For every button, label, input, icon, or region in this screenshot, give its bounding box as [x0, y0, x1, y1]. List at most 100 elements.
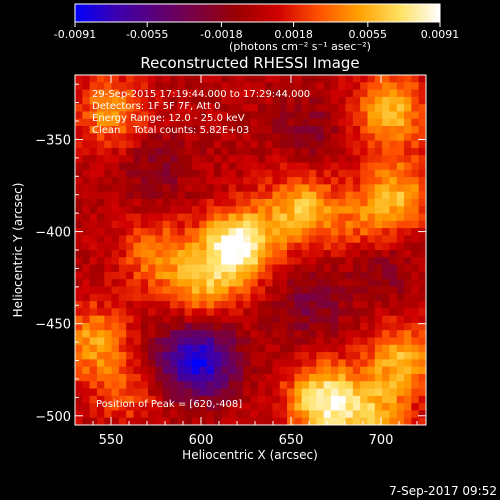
heatmap-cell [243, 82, 251, 90]
heatmap-cell [199, 206, 208, 214]
heatmap-cell [162, 213, 171, 222]
heatmap-cell [126, 388, 134, 397]
heatmap-cell [126, 352, 134, 360]
heatmap-cell [126, 242, 134, 251]
heatmap-cell [287, 322, 295, 331]
heatmap-cell [184, 177, 193, 185]
heatmap-cell [89, 403, 98, 411]
heatmap-cell [228, 417, 237, 426]
heatmap-cell [323, 96, 332, 105]
heatmap-cell [316, 286, 325, 295]
heatmap-cell [228, 184, 237, 193]
heatmap-cell [82, 82, 91, 90]
heatmap-cell [411, 250, 420, 258]
heatmap-cell [309, 271, 317, 280]
heatmap-cell [170, 75, 178, 83]
heatmap-cell [118, 75, 127, 83]
heatmap-cell [192, 198, 200, 207]
heatmap-cell [221, 417, 229, 426]
heatmap-cell [382, 242, 390, 251]
heatmap-cell [111, 279, 120, 287]
heatmap-cell [140, 126, 149, 134]
heatmap-cell [301, 373, 310, 382]
heatmap-cell [389, 257, 398, 265]
heatmap-cell [170, 133, 178, 142]
heatmap-cell [360, 184, 368, 193]
heatmap-cell [389, 286, 398, 295]
heatmap-cell [170, 118, 178, 127]
annotation-block: 29-Sep-2015 17:19:44.000 to 17:29:44.000… [92, 89, 310, 136]
heatmap-cell [82, 257, 91, 265]
heatmap-cell [192, 155, 200, 163]
heatmap-cell [404, 366, 412, 375]
heatmap-cell [389, 96, 398, 105]
heatmap [75, 75, 427, 426]
heatmap-cell [148, 344, 156, 353]
heatmap-cell [148, 250, 156, 258]
heatmap-cell [192, 177, 200, 185]
heatmap-cell [96, 301, 105, 309]
heatmap-cell [118, 395, 127, 404]
heatmap-cell [89, 242, 98, 251]
heatmap-cell [89, 271, 98, 280]
heatmap-cell [287, 366, 295, 375]
heatmap-cell [126, 118, 134, 127]
heatmap-cell [75, 308, 83, 317]
heatmap-cell [265, 359, 273, 368]
heatmap-cell [75, 359, 83, 368]
heatmap-cell [140, 220, 149, 229]
heatmap-cell [199, 359, 208, 368]
heatmap-cell [75, 140, 83, 149]
heatmap-cell [213, 410, 222, 419]
heatmap-cell [162, 315, 171, 324]
heatmap-cell [360, 235, 368, 244]
heatmap-cell [345, 104, 354, 112]
heatmap-cell [250, 213, 259, 222]
heatmap-cell [184, 293, 193, 302]
heatmap-cell [148, 96, 156, 105]
heatmap-cell [104, 344, 112, 353]
heatmap-cell [199, 89, 208, 98]
heatmap-cell [316, 75, 325, 83]
heatmap-cell [257, 352, 266, 360]
heatmap-cell [345, 257, 354, 265]
heatmap-cell [235, 250, 244, 258]
heatmap-cell [206, 279, 215, 287]
heatmap-cell [352, 75, 361, 83]
heatmap-cell [155, 403, 164, 411]
heatmap-cell [221, 388, 229, 397]
heatmap-cell [250, 271, 259, 280]
heatmap-cell [382, 264, 390, 273]
heatmap-cell [418, 395, 427, 404]
heatmap-cell [243, 286, 251, 295]
heatmap-cell [374, 381, 383, 389]
heatmap-cell [75, 169, 83, 178]
heatmap-cell [389, 126, 398, 134]
heatmap-cell [177, 82, 186, 90]
heatmap-cell [162, 257, 171, 265]
heatmap-cell [206, 155, 215, 163]
heatmap-cell [162, 366, 171, 375]
heatmap-cell [396, 184, 405, 193]
heatmap-cell [243, 264, 251, 273]
heatmap-cell [243, 228, 251, 236]
heatmap-cell [235, 271, 244, 280]
heatmap-cell [316, 104, 325, 112]
heatmap-cell [367, 169, 376, 178]
heatmap-cell [265, 388, 273, 397]
heatmap-cell [89, 366, 98, 375]
heatmap-cell [418, 191, 427, 200]
heatmap-cell [338, 264, 346, 273]
heatmap-cell [104, 271, 112, 280]
heatmap-cell [338, 315, 346, 324]
heatmap-cell [287, 191, 295, 200]
heatmap-cell [192, 235, 200, 244]
heatmap-cell [382, 388, 390, 397]
heatmap-cell [330, 286, 339, 295]
heatmap-cell [345, 228, 354, 236]
heatmap-cell [82, 140, 91, 149]
heatmap-cell [279, 140, 288, 149]
heatmap-cell [82, 206, 91, 214]
heatmap-cell [118, 417, 127, 426]
heatmap-cell [301, 381, 310, 389]
